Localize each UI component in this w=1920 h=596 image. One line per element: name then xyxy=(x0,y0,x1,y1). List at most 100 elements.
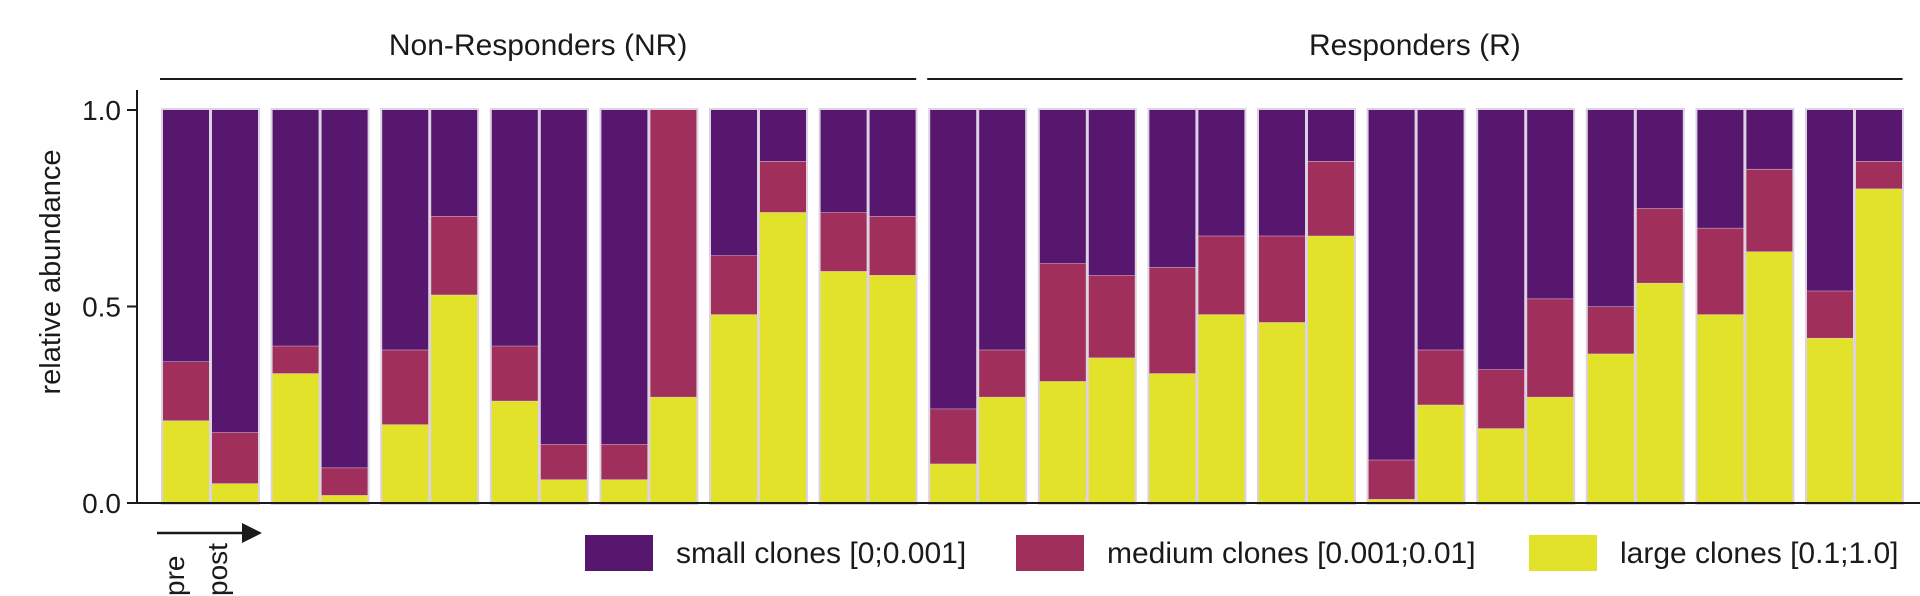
bar-segment-small xyxy=(321,110,368,468)
bar-segment-medium xyxy=(979,349,1026,397)
bar-segment-medium xyxy=(1149,267,1196,374)
bar-segment-large xyxy=(1198,314,1245,503)
bar-segment-medium xyxy=(212,432,258,484)
bar-segment-large xyxy=(540,479,587,503)
bar-segment-small xyxy=(212,110,258,433)
bar-segment-large xyxy=(1259,322,1305,503)
bar-segment-medium xyxy=(711,255,757,315)
bar-segment-medium xyxy=(491,345,538,401)
bar-segment-small xyxy=(820,110,867,213)
bar-segment-small xyxy=(1149,110,1196,268)
bar-segment-large xyxy=(491,400,538,503)
bar-segment-medium xyxy=(1587,306,1634,354)
bar-segment-medium xyxy=(321,467,368,496)
bar-segment-medium xyxy=(1259,235,1305,323)
bar-segment-large xyxy=(1088,357,1135,503)
bar-segment-large xyxy=(820,271,867,503)
bar-segment-large xyxy=(382,424,429,503)
bar-segment-large xyxy=(163,420,209,503)
bar-segment-medium xyxy=(1856,161,1902,189)
bar-segment-large xyxy=(1856,188,1902,503)
bar-segment-medium xyxy=(1527,298,1574,397)
legend-label-large: large clones [0.1;1.0] xyxy=(1620,537,1899,570)
bar-segment-large xyxy=(431,294,478,503)
bar-segment-small xyxy=(1259,110,1305,236)
bar-segment-small xyxy=(760,110,806,162)
bar-segment-medium xyxy=(540,444,587,480)
bar-segment-large xyxy=(1636,282,1683,503)
bar-segment-small xyxy=(1417,110,1464,350)
legend: small clones [0;0.001] medium clones [0.0… xyxy=(585,535,1899,571)
bar-segment-medium xyxy=(869,216,916,276)
bar-segment-medium xyxy=(163,361,209,421)
bar-segment-large xyxy=(1149,373,1196,503)
bar-segment-medium xyxy=(650,110,697,397)
bar-segment-medium xyxy=(820,212,867,272)
group-label-responders: Responders (R) xyxy=(1309,29,1521,62)
bar-segment-small xyxy=(1088,110,1135,276)
y-tick-label: 1.0 xyxy=(82,95,121,126)
bar-segment-large xyxy=(321,495,368,503)
bar-segment-small xyxy=(1587,110,1634,307)
bar-segment-medium xyxy=(1636,208,1683,283)
bar-segment-small xyxy=(272,110,319,346)
legend-label-medium: medium clones [0.001;0.01] xyxy=(1107,537,1476,570)
legend-swatch-medium xyxy=(1016,535,1084,571)
bar-segment-large xyxy=(1039,381,1086,503)
bar-segment-medium xyxy=(431,216,478,295)
bar-segment-medium xyxy=(601,444,648,480)
bar-segment-large xyxy=(869,275,916,503)
bar-segment-medium xyxy=(382,349,429,425)
group-headers: Non-Responders (NR) Responders (R) xyxy=(160,29,1903,80)
bar-segment-small xyxy=(711,110,757,256)
y-tick-label: 0.5 xyxy=(82,292,121,323)
bar-segment-small xyxy=(869,110,916,217)
y-axis-label: relative abundance xyxy=(35,149,67,394)
legend-swatch-small xyxy=(585,535,653,571)
bar-segment-small xyxy=(1527,110,1574,299)
bar-segment-medium xyxy=(272,345,319,374)
bar-segment-medium xyxy=(1308,161,1354,236)
bar-segment-large xyxy=(760,212,806,503)
bar-segment-small xyxy=(382,110,429,350)
axes-layer: 0.0 0.5 1.0 xyxy=(82,90,1920,519)
bar-segment-large xyxy=(1368,499,1415,503)
bar-segment-medium xyxy=(1088,275,1135,358)
bar-segment-small xyxy=(1308,110,1354,162)
bar-segment-small xyxy=(1368,110,1415,460)
bar-segment-large xyxy=(601,479,648,503)
time-label-post: post xyxy=(202,543,233,596)
bar-segment-large xyxy=(1527,396,1574,503)
y-tick-label: 0.0 xyxy=(82,488,121,519)
time-axis-indicator: pre post xyxy=(157,523,262,596)
bar-segment-large xyxy=(1697,314,1744,503)
bar-segment-small xyxy=(1198,110,1245,236)
bar-segment-large xyxy=(1746,251,1793,503)
bar-segment-large xyxy=(930,463,977,503)
bar-segment-large xyxy=(1587,353,1634,503)
bar-segment-large xyxy=(1807,337,1853,503)
bar-segment-large xyxy=(1478,428,1525,503)
bar-segment-small xyxy=(1039,110,1086,264)
bar-segment-small xyxy=(1856,110,1902,162)
bar-segment-large xyxy=(979,396,1026,503)
bar-segment-large xyxy=(272,373,319,503)
bars-layer xyxy=(161,108,1904,505)
group-label-non-responders: Non-Responders (NR) xyxy=(389,29,687,62)
bar-segment-large xyxy=(1417,404,1464,503)
bar-segment-small xyxy=(163,110,209,362)
bar-segment-medium xyxy=(1039,263,1086,382)
bar-segment-small xyxy=(1746,110,1793,169)
bar-segment-small xyxy=(1697,110,1744,228)
bar-segment-large xyxy=(711,314,757,503)
bar-segment-small xyxy=(540,110,587,445)
bar-segment-medium xyxy=(1807,290,1853,338)
bar-segment-small xyxy=(1478,110,1525,370)
bar-segment-small xyxy=(601,110,648,445)
legend-swatch-large xyxy=(1529,535,1597,571)
bar-segment-small xyxy=(930,110,977,409)
bar-segment-medium xyxy=(930,408,977,464)
bar-segment-medium xyxy=(1198,235,1245,315)
bar-segment-medium xyxy=(1417,349,1464,405)
